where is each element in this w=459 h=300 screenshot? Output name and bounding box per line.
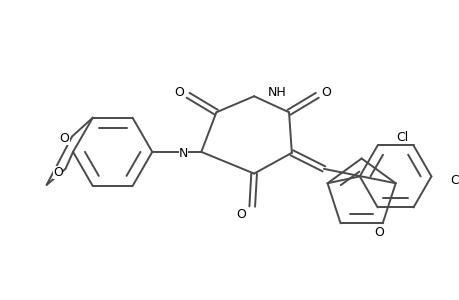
Text: N: N: [179, 147, 188, 160]
Text: O: O: [60, 132, 69, 145]
Text: O: O: [53, 166, 63, 179]
Text: O: O: [320, 86, 330, 99]
Text: Cl: Cl: [449, 174, 459, 187]
Text: O: O: [235, 208, 245, 220]
Text: NH: NH: [267, 86, 285, 99]
Text: O: O: [373, 226, 383, 239]
Text: Cl: Cl: [396, 131, 408, 144]
Text: O: O: [174, 86, 184, 99]
